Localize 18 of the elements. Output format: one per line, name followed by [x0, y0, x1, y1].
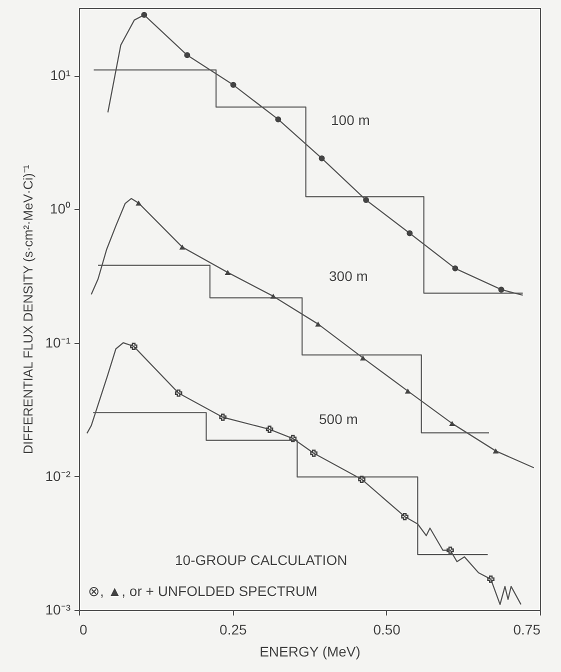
y-tick-label: 10⁰ [50, 200, 70, 217]
y-tick-label: 10⁻² [45, 468, 71, 484]
line-series [86, 342, 522, 606]
annotation: 100 m [331, 112, 370, 128]
annotation: ⊗, ▲, or + UNFOLDED SPECTRUM [88, 583, 318, 599]
annotation: 10-GROUP CALCULATION [175, 552, 348, 568]
x-tick-label: 0.50 [373, 622, 401, 638]
y-tick-label: 10¹ [50, 67, 71, 83]
y-axis-title: DIFFERENTIAL FLUX DENSITY (s·cm²·MeV·Ci)⁻¹ [20, 164, 36, 454]
x-tick-label: 0.75 [513, 622, 541, 638]
annotation: 500 m [319, 411, 358, 427]
x-tick-label: 0 [80, 622, 88, 638]
x-tick-label: 0.25 [220, 622, 248, 638]
y-tick-label: 10⁻¹ [45, 334, 71, 350]
x-axis-title: ENERGY (MeV) [260, 644, 360, 660]
annotation: 300 m [329, 268, 368, 284]
line-series [90, 198, 534, 468]
y-tick-label: 10⁻³ [45, 602, 71, 618]
